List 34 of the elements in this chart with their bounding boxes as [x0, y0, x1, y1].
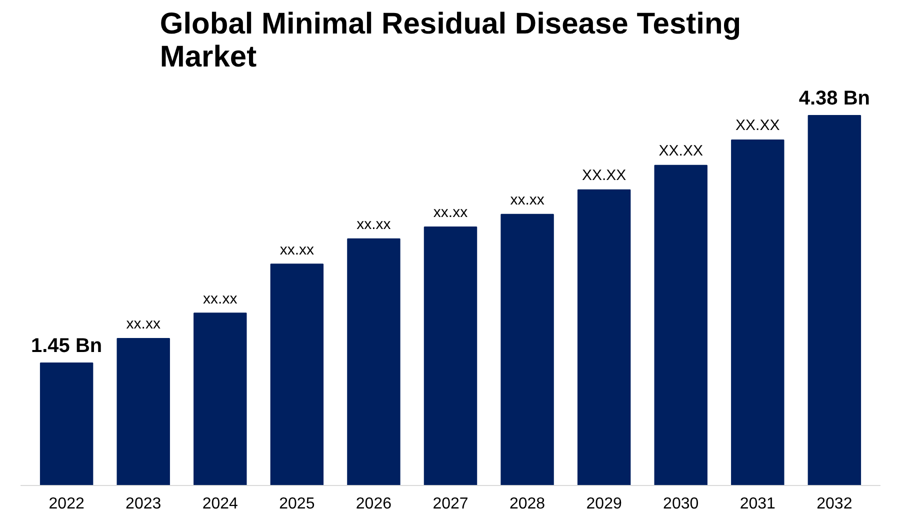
x-tick-label: 2027 [432, 496, 468, 512]
data-label: XX.XX [658, 142, 703, 160]
x-tick-label: 2032 [816, 496, 852, 512]
chart-title: Global Minimal Residual Disease Testing Market [160, 8, 742, 74]
data-label: 4.38 Bn [798, 88, 870, 110]
x-tick-label: 2024 [202, 496, 238, 512]
x-tick-label: 2028 [509, 496, 546, 512]
bar [654, 164, 708, 486]
data-label: XX.XX [582, 166, 626, 184]
data-label: XX.XX [736, 117, 780, 134]
data-label: 1.45 Bn [31, 335, 102, 358]
bar [808, 115, 862, 486]
bar [194, 312, 247, 486]
data-label: xx.xx [280, 241, 315, 258]
data-label: xx.xx [126, 316, 161, 333]
x-tick-label: 2023 [126, 496, 162, 512]
bar [116, 338, 170, 486]
x-tick-label: 2031 [740, 496, 776, 512]
bar [577, 189, 631, 486]
x-tick-label: 2029 [586, 496, 622, 512]
bar [731, 140, 784, 486]
data-label: xx.xx [203, 290, 238, 308]
bar [424, 226, 478, 486]
x-tick-label: 2030 [663, 496, 699, 512]
data-label: xx.xx [510, 191, 545, 208]
x-tick-label: 2022 [48, 496, 84, 512]
bar [40, 362, 94, 486]
data-label: xx.xx [356, 216, 392, 233]
bar [270, 264, 324, 486]
x-tick-label: 2025 [279, 496, 315, 512]
data-label: xx.xx [433, 204, 468, 222]
x-tick-label: 2026 [356, 496, 392, 512]
bar [347, 238, 400, 486]
bar [500, 214, 554, 486]
